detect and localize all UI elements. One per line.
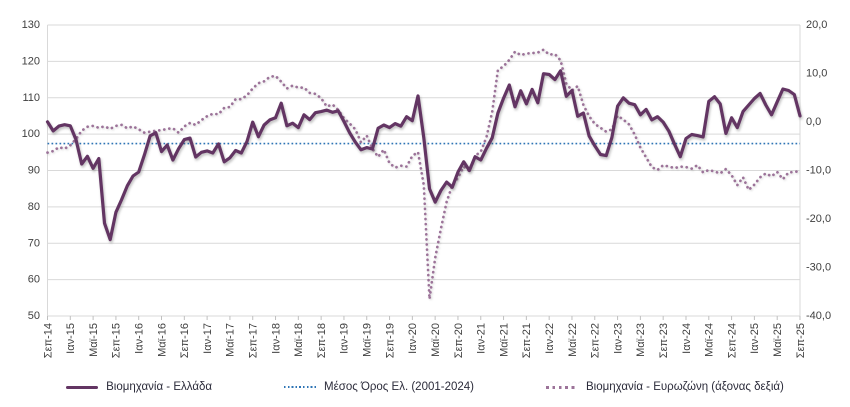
left-axis-tick-label: 60 xyxy=(28,274,40,286)
x-axis-tick-label: Ιαν-25 xyxy=(749,323,761,354)
x-axis-tick-label: Μαϊ-20 xyxy=(430,323,442,357)
x-axis-tick-label: Ιαν-17 xyxy=(202,323,214,354)
x-axis-tick-label: Μαϊ-23 xyxy=(635,323,647,357)
x-axis-tick-label: Σεπ-19 xyxy=(384,323,396,358)
legend-item-greece: Βιομηχανία - Ελλάδα xyxy=(66,381,212,393)
left-axis-tick-label: 80 xyxy=(28,201,40,213)
left-axis-tick-label: 90 xyxy=(28,165,40,177)
x-axis-tick-label: Ιαν-20 xyxy=(407,323,419,354)
left-axis-tick-label: 70 xyxy=(28,237,40,249)
x-axis-tick-label: Ιαν-19 xyxy=(339,323,351,354)
right-axis-tick-label: -30,0 xyxy=(806,262,831,274)
x-axis-tick-label: Ιαν-23 xyxy=(612,323,624,354)
right-axis-tick-label: -20,0 xyxy=(806,213,831,225)
x-axis-tick-label: Σεπ-17 xyxy=(248,323,260,358)
x-axis-tick-label: Ιαν-15 xyxy=(65,323,77,354)
x-axis-tick-label: Ιαν-24 xyxy=(681,323,693,354)
left-axis-tick-label: 120 xyxy=(22,55,40,67)
eurozone-line-swatch-icon xyxy=(546,385,578,389)
x-axis-tick-label: Μαϊ-15 xyxy=(88,323,100,357)
x-axis-tick-label: Σεπ-18 xyxy=(316,323,328,358)
greece-series xyxy=(45,69,802,242)
right-axis-tick-label: 10,0 xyxy=(806,68,827,80)
right-axis-tick-label: -40,0 xyxy=(806,310,831,322)
x-axis-tick-label: Σεπ-14 xyxy=(42,323,54,358)
x-axis-tick-label: Μαϊ-21 xyxy=(498,323,510,357)
greece-line-swatch-icon xyxy=(66,385,99,389)
plot-area: 130 120 110 100 90 80 70 60 50 20,0 10,0 0,0 -10,0 -2… xyxy=(22,19,831,358)
left-axis-tick-label: 110 xyxy=(22,92,40,104)
x-axis-tick-label: Σεπ-22 xyxy=(590,323,602,358)
x-axis-tick-label: Ιαν-22 xyxy=(544,323,556,354)
x-axis-tick-label: Μαϊ-24 xyxy=(704,323,716,357)
x-axis-tick-label: Σεπ-21 xyxy=(521,323,533,358)
right-axis-tick-label: 20,0 xyxy=(806,19,827,31)
eurozone-series xyxy=(46,48,802,301)
x-axis-tick-label: Σεπ-20 xyxy=(453,323,465,358)
x-axis-tick-label: Σεπ-24 xyxy=(726,323,738,358)
x-axis-tick-label: Σεπ-25 xyxy=(795,323,807,358)
right-axis-tick-label: 0,0 xyxy=(806,116,821,128)
legend: Βιομηχανία - Ελλάδα Μέσος Όρος Ελ. (2001… xyxy=(0,372,850,402)
legend-item-eurozone: Βιομηχανία - Ευρωζώνη (άξονας δεξιά) xyxy=(546,381,784,393)
legend-label-eurozone: Βιομηχανία - Ευρωζώνη (άξονας δεξιά) xyxy=(586,381,784,393)
x-axis-tick-label: Σεπ-15 xyxy=(111,323,123,358)
legend-item-average: Μέσος Όρος Ελ. (2001-2024) xyxy=(284,381,474,393)
x-axis-tick-label: Μαϊ-18 xyxy=(293,323,305,357)
right-axis-tick-label: -10,0 xyxy=(806,165,831,177)
legend-label-greece: Βιομηχανία - Ελλάδα xyxy=(106,381,213,393)
x-axis-tick-label: Ιαν-16 xyxy=(134,323,146,354)
x-axis-tick-label: Μαϊ-22 xyxy=(567,323,579,357)
average-line-swatch-icon xyxy=(284,386,317,388)
x-axis-tick-label: Ιαν-18 xyxy=(270,323,282,354)
x-axis-tick-label: Μαϊ-25 xyxy=(772,323,784,357)
x-axis-tick-label: Μαϊ-19 xyxy=(362,323,374,357)
left-axis-tick-label: 50 xyxy=(28,310,40,322)
x-axis-tick-label: Μαϊ-16 xyxy=(156,323,168,357)
x-axis-tick-label: Ιαν-21 xyxy=(476,323,488,354)
x-axis-tick-label: Σεπ-23 xyxy=(658,323,670,358)
legend-label-average: Μέσος Όρος Ελ. (2001-2024) xyxy=(324,381,474,393)
left-axis-tick-label: 100 xyxy=(22,128,40,140)
x-axis-tick-label: Μαϊ-17 xyxy=(225,323,237,357)
left-axis-tick-label: 130 xyxy=(22,19,40,31)
x-axis-tick-label: Σεπ-16 xyxy=(179,323,191,358)
